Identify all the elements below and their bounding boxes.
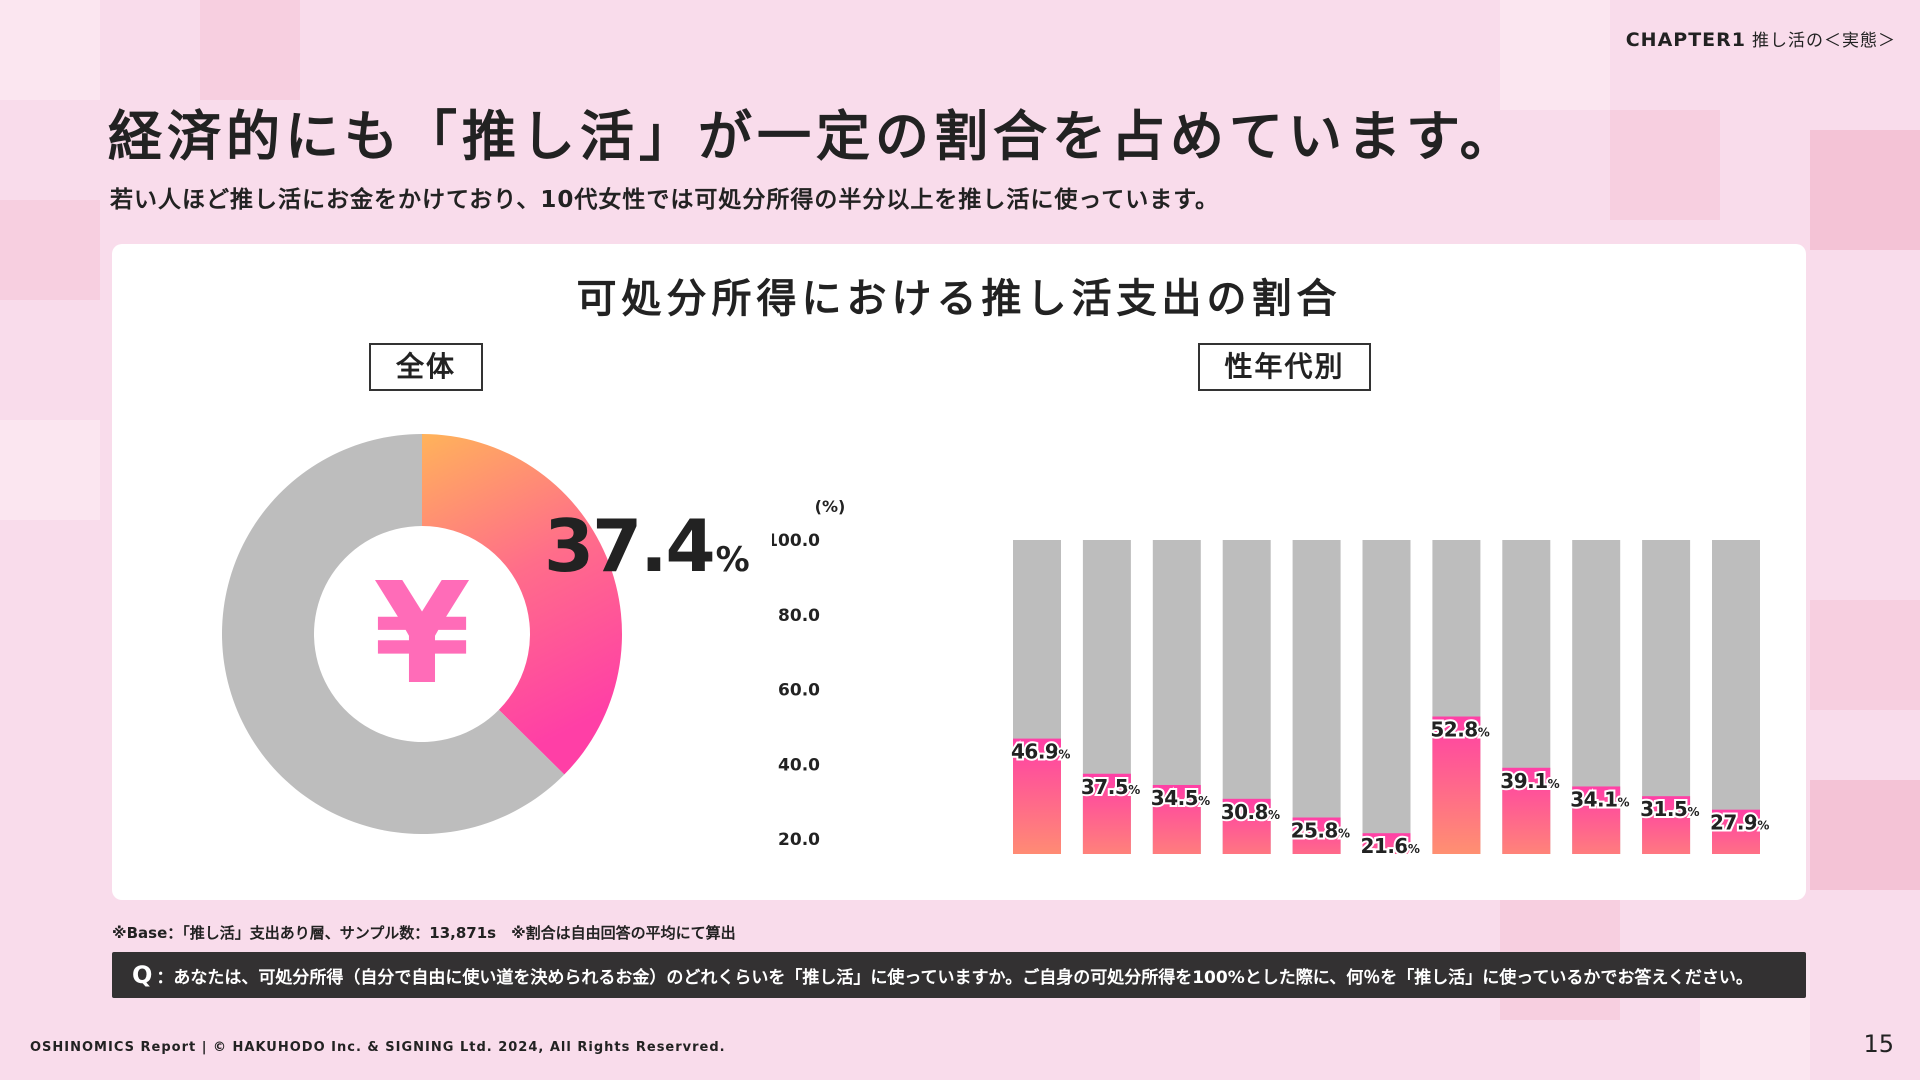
bar-data-label: 46.9% — [1011, 740, 1070, 764]
question-bar: Q ：あなたは、可処分所得（自分で自由に使い道を決められるお金）のどれくらいを「推… — [112, 952, 1806, 998]
bar-value — [1222, 798, 1271, 854]
bar-data-label: 31.5% — [1640, 797, 1699, 821]
bar-data-label: 25.8% — [1291, 819, 1350, 843]
bar-value — [1152, 784, 1201, 854]
bg-tile — [200, 0, 300, 100]
bar-data-label: 34.5% — [1151, 786, 1210, 810]
bar-value — [1502, 767, 1551, 854]
y-tick-label: 60.0 — [778, 681, 820, 701]
bar-data-label: 39.1% — [1500, 769, 1559, 793]
y-tick-label: 80.0 — [778, 606, 820, 626]
page-title: 経済的にも「推し活」が一定の割合を占めています。 — [108, 105, 1519, 168]
overall-value-unit: % — [715, 540, 750, 580]
bar-value — [1292, 817, 1341, 854]
bar-data-label: 30.8% — [1221, 800, 1280, 824]
chart-card: 可処分所得における推し活支出の割合 全体 性年代別 ¥ 37.4% (%) 100… — [112, 244, 1806, 900]
chapter-number: CHAPTER1 — [1625, 29, 1746, 51]
bar-remainder — [1292, 540, 1341, 854]
bar-data-label: 37.5% — [1081, 775, 1140, 799]
y-tick-label: 40.0 — [778, 755, 820, 775]
bar-value — [1712, 809, 1760, 854]
bar-chart: (%)100.080.060.040.020.00.046.9%男性10代37.… — [772, 497, 1772, 854]
y-tick-label: 20.0 — [778, 830, 820, 850]
overall-value-number: 37.4 — [544, 504, 716, 588]
bar-data-label: 21.6% — [1361, 834, 1420, 854]
bar-value — [1572, 786, 1621, 854]
chart-title: 可処分所得における推し活支出の割合 — [576, 276, 1342, 322]
bar-data-label: 27.9% — [1710, 811, 1769, 835]
copyright: OSHINOMICS Report | © HAKUHODO Inc. & SI… — [30, 1040, 726, 1055]
bg-tile — [1810, 600, 1920, 710]
bar-remainder — [1712, 540, 1760, 854]
bar-value — [1432, 716, 1481, 854]
bg-tile — [1810, 130, 1920, 250]
bg-tile — [1610, 110, 1720, 220]
bg-tile — [0, 0, 100, 100]
yen-icon: ¥ — [373, 553, 470, 716]
page-subtitle: 若い人ほど推し活にお金をかけており、10代女性では可処分所得の半分以上を推し活に… — [110, 187, 1219, 213]
bar-data-label: 34.1% — [1570, 787, 1629, 811]
overall-value: 37.4% — [544, 504, 750, 588]
donut-slice-oshikatsu — [422, 434, 622, 775]
chapter-subtitle: 推し活の＜実態＞ — [1752, 31, 1896, 51]
bg-tile — [0, 200, 100, 300]
bar-value — [1082, 773, 1131, 854]
bar-value — [1013, 738, 1061, 854]
bar-data-label: 52.8% — [1430, 718, 1489, 742]
donut-slice-other — [221, 434, 565, 834]
bg-tile — [1500, 0, 1610, 110]
bg-tile — [1810, 780, 1920, 890]
y-axis-unit-label: (%) — [815, 497, 846, 516]
bar-value — [1362, 833, 1411, 854]
question-text: ：あなたは、可処分所得（自分で自由に使い道を決められるお金）のどれくらいを「推し… — [156, 968, 1753, 988]
chapter-label: CHAPTER1 推し活の＜実態＞ — [1626, 26, 1896, 51]
donut-chart: ¥ — [221, 434, 622, 834]
bar-value — [1642, 796, 1691, 854]
bg-tile — [0, 420, 100, 520]
segment-label: 性年代別 — [1198, 343, 1371, 391]
y-tick-label: 100.0 — [772, 531, 820, 551]
overall-label: 全体 — [369, 343, 483, 391]
question-prefix: Q — [132, 961, 153, 989]
footnote: ※Base：「推し活」支出あり層、サンプル数：13,871s ※割合は自由回答の… — [112, 924, 736, 942]
bar-remainder — [1362, 540, 1411, 854]
page-number: 15 — [1863, 1030, 1894, 1058]
